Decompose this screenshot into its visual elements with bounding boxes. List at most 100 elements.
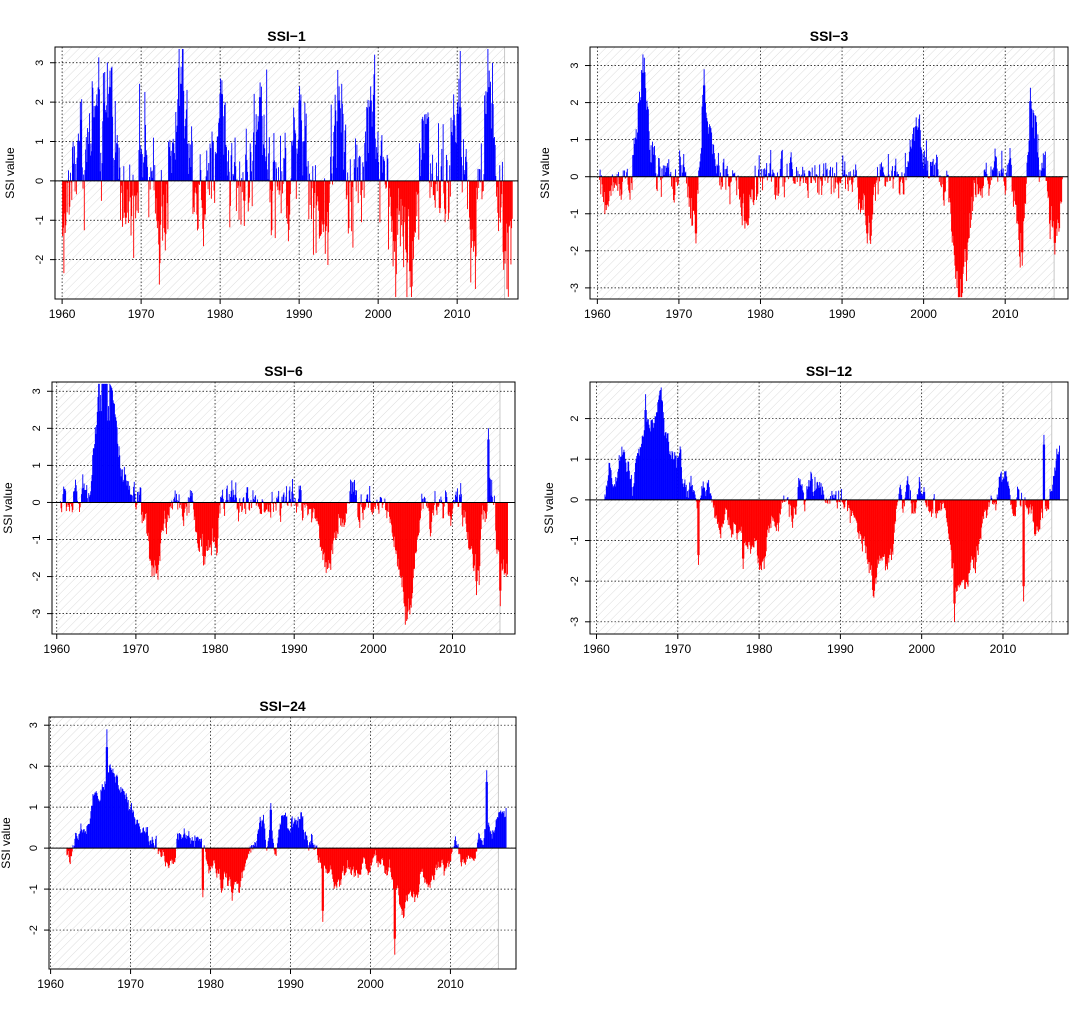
bar-positive bbox=[288, 829, 290, 849]
bar-negative bbox=[723, 499, 725, 521]
bar-positive bbox=[661, 168, 663, 177]
bar-positive bbox=[927, 160, 929, 177]
bar-positive bbox=[176, 838, 178, 849]
bar-positive bbox=[370, 100, 372, 181]
bar-negative bbox=[475, 848, 477, 852]
bar-negative bbox=[789, 499, 791, 505]
bar-positive bbox=[89, 155, 91, 181]
bar-negative bbox=[401, 180, 403, 226]
bar-positive bbox=[271, 491, 273, 503]
bar-negative bbox=[211, 848, 213, 869]
bar-negative bbox=[301, 502, 303, 511]
bar-negative bbox=[248, 848, 250, 855]
bar-positive bbox=[127, 480, 129, 503]
bar-negative bbox=[1017, 176, 1018, 221]
bar-negative bbox=[1031, 499, 1033, 510]
bar-positive bbox=[627, 461, 629, 500]
bar-negative bbox=[380, 848, 382, 865]
bar-positive bbox=[879, 164, 881, 177]
bar-positive bbox=[777, 172, 778, 177]
bar-positive bbox=[255, 114, 257, 181]
bar-negative bbox=[778, 176, 780, 194]
bar-positive bbox=[168, 147, 170, 181]
bar-negative bbox=[400, 180, 402, 200]
bar-negative bbox=[804, 176, 806, 183]
bar-positive bbox=[118, 788, 120, 849]
bar-negative bbox=[221, 848, 223, 891]
bar-positive bbox=[262, 501, 264, 503]
bar-negative bbox=[290, 502, 292, 507]
bar-negative bbox=[987, 499, 989, 503]
bar-positive bbox=[704, 487, 706, 500]
bar-positive bbox=[476, 842, 478, 849]
bar-negative bbox=[368, 848, 370, 873]
bar-negative bbox=[146, 502, 148, 534]
bar-positive bbox=[103, 102, 105, 181]
bar-negative bbox=[692, 176, 694, 211]
bar-negative bbox=[601, 176, 603, 185]
bar-negative bbox=[717, 499, 719, 523]
y-tick-label: -2 bbox=[31, 572, 43, 582]
bar-negative bbox=[335, 502, 337, 531]
bar-negative bbox=[1025, 499, 1027, 506]
bar-positive bbox=[453, 94, 455, 181]
bar-positive bbox=[800, 486, 802, 500]
bar-positive bbox=[354, 490, 356, 503]
bar-positive bbox=[787, 496, 789, 500]
bar-negative bbox=[343, 848, 345, 876]
bar-positive bbox=[822, 173, 824, 177]
x-tick-label: 1980 bbox=[746, 642, 773, 656]
bar-negative bbox=[1019, 176, 1021, 268]
bar-positive bbox=[1055, 460, 1057, 500]
bar-negative bbox=[227, 848, 228, 886]
bar-positive bbox=[284, 815, 286, 849]
bar-negative bbox=[297, 502, 299, 507]
bar-negative bbox=[315, 848, 316, 850]
bar-negative bbox=[324, 502, 326, 567]
bar-negative bbox=[312, 502, 314, 513]
bar-positive bbox=[453, 499, 454, 503]
bar-positive bbox=[1041, 162, 1043, 177]
bar-negative bbox=[862, 176, 863, 200]
bar-positive bbox=[230, 496, 231, 503]
bar-positive bbox=[648, 424, 650, 500]
bar-negative bbox=[838, 176, 840, 182]
bar-positive bbox=[291, 816, 293, 849]
bar-negative bbox=[329, 848, 330, 872]
bar-positive bbox=[107, 117, 109, 181]
bar-positive bbox=[272, 161, 274, 181]
bar-positive bbox=[175, 500, 177, 503]
bar-negative bbox=[842, 499, 844, 503]
bar-negative bbox=[868, 176, 870, 216]
bar-positive bbox=[1018, 489, 1020, 500]
bar-negative bbox=[166, 502, 168, 523]
bar-positive bbox=[997, 497, 999, 500]
bar-negative bbox=[972, 499, 974, 560]
y-tick-label: 2 bbox=[34, 99, 46, 105]
bar-negative bbox=[941, 499, 943, 510]
bar-negative bbox=[416, 848, 418, 898]
bar-positive bbox=[273, 133, 275, 181]
bar-positive bbox=[630, 478, 632, 500]
bar-negative bbox=[730, 499, 732, 531]
bar-negative bbox=[322, 502, 324, 560]
bar-negative bbox=[373, 502, 375, 507]
bar-negative bbox=[744, 176, 746, 229]
bar-positive bbox=[374, 54, 376, 181]
bar-positive bbox=[89, 494, 91, 503]
bar-negative bbox=[228, 848, 230, 881]
bar-negative bbox=[337, 848, 338, 882]
bar-positive bbox=[708, 480, 710, 500]
bar-positive bbox=[225, 500, 227, 503]
bar-negative bbox=[928, 176, 930, 179]
bar-negative bbox=[201, 502, 203, 534]
bar-negative bbox=[279, 180, 281, 191]
bar-negative bbox=[341, 502, 343, 527]
bar-negative bbox=[901, 499, 903, 509]
bar-negative bbox=[1049, 176, 1051, 240]
bar-positive bbox=[338, 86, 340, 181]
bar-negative bbox=[408, 848, 410, 894]
bar-negative bbox=[995, 499, 997, 511]
bar-negative bbox=[893, 499, 895, 533]
bar-positive bbox=[100, 394, 102, 503]
